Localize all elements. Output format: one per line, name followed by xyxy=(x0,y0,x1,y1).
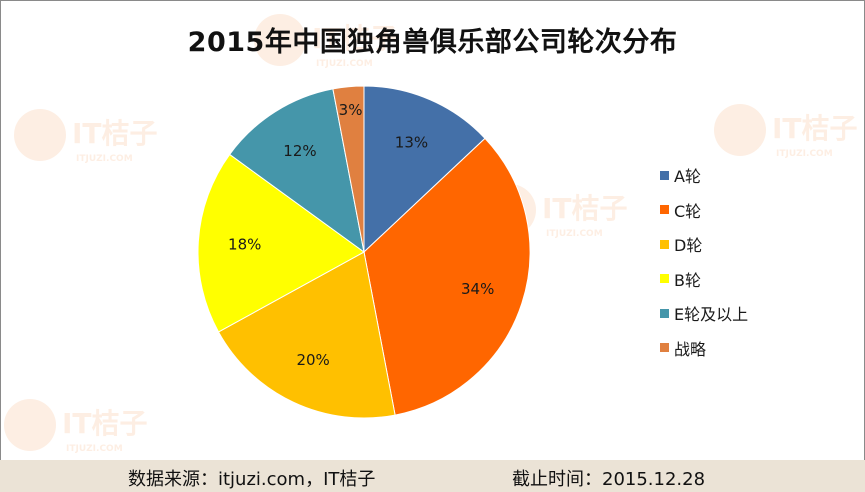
legend-swatch xyxy=(660,239,669,249)
legend-item-strategic: 战略 xyxy=(660,331,748,366)
data-label-c: 34% xyxy=(461,280,494,298)
legend-item-d: D轮 xyxy=(660,227,748,262)
legend-swatch xyxy=(660,274,669,284)
chart-title: 2015年中国独角兽俱乐部公司轮次分布 xyxy=(187,27,678,58)
legend-label: C轮 xyxy=(674,201,702,221)
footer-source: 数据来源：itjuzi.com，IT桔子 xyxy=(128,469,376,490)
legend-swatch xyxy=(660,308,669,318)
legend-label: A轮 xyxy=(674,167,701,187)
pie-slice-strategic xyxy=(332,85,365,253)
legend-swatch xyxy=(660,170,669,180)
data-label-a: 13% xyxy=(395,133,428,151)
legend-label: E轮及以上 xyxy=(674,305,749,325)
legend-item-c: C轮 xyxy=(660,193,748,228)
pie-slice-b xyxy=(197,153,365,333)
pie-slice-a xyxy=(363,85,486,254)
legend-label: D轮 xyxy=(674,236,703,256)
pie-chart: 13% 34% 20% 18% 12% 3% xyxy=(197,85,531,419)
legend-item-e-plus: E轮及以上 xyxy=(660,296,748,331)
legend-swatch xyxy=(660,205,669,215)
legend-swatch xyxy=(660,343,669,353)
legend: A轮 C轮 D轮 B轮 E轮及以上战略 xyxy=(660,158,748,365)
legend-label: B轮 xyxy=(674,270,701,290)
pie-slice-c xyxy=(363,137,531,416)
data-label-e-plus: 12% xyxy=(283,142,316,160)
data-label-strategic: 3% xyxy=(339,101,363,119)
legend-item-b: B轮 xyxy=(660,262,748,297)
legend-label: 战略 xyxy=(674,339,707,359)
data-label-d: 20% xyxy=(296,351,329,369)
footer-date: 截止时间：2015.12.28 xyxy=(512,469,706,490)
legend-item-a: A轮 xyxy=(660,158,748,193)
pie-slice-e-plus xyxy=(229,88,365,254)
data-label-b: 18% xyxy=(228,235,261,253)
footer-bar xyxy=(0,460,865,492)
pie-slice-d xyxy=(217,251,396,419)
